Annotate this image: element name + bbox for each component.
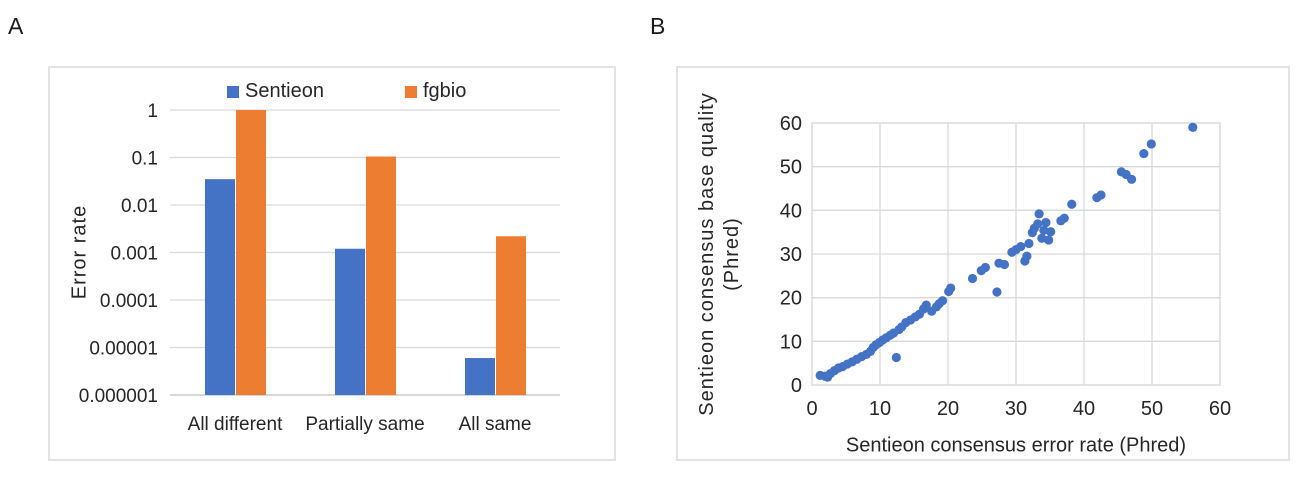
bar-fgbio [496, 236, 526, 395]
y-axis-title-base-quality: Sentieon consensus base quality (Phred) [695, 92, 745, 415]
scatter-point [1139, 148, 1149, 159]
y-tick-label: 60 [780, 113, 802, 135]
y-tick-label: 0.001 [110, 244, 158, 265]
bar-fgbio [366, 156, 396, 395]
scatter-point [1188, 122, 1198, 132]
scatter-point [937, 296, 948, 306]
x-tick-label: 60 [1209, 398, 1231, 420]
bar-fgbio [236, 110, 266, 395]
scatter-point [1024, 238, 1034, 249]
y-tick-label: 1 [147, 101, 158, 122]
scatter-point [1022, 251, 1032, 261]
scatter-chart-canvas: 0 10 20 30 40 50 60 0 10 20 30 40 50 60 [780, 113, 1231, 420]
x-tick-label: 0 [806, 398, 817, 420]
scatter-point [1046, 227, 1056, 237]
scatter-point [999, 259, 1010, 270]
category-label: Partially same [305, 414, 424, 435]
y-tick-label: 0.1 [132, 149, 158, 170]
x-tick-label: 50 [1141, 398, 1163, 420]
panel-b-letter: B [650, 13, 666, 39]
bar-sentieon [465, 358, 495, 395]
scatter-point [1096, 190, 1106, 200]
scatter-point [980, 262, 990, 273]
y-tick-label: 0.01 [121, 196, 158, 217]
scatter-point [921, 300, 931, 310]
x-tick-label: 10 [869, 398, 891, 420]
scatter-point [1127, 174, 1137, 184]
bar-sentieon [335, 248, 365, 395]
panel-a-bar-chart: 1 0.1 0.01 0.001 0.0001 0.00001 0.000001 All di… [48, 66, 616, 461]
scatter-point [1016, 241, 1026, 252]
scatter-point [1033, 219, 1043, 229]
panel-a-letter: A [8, 13, 24, 39]
scatter-point [1039, 225, 1049, 236]
y-tick-label: 30 [780, 244, 802, 266]
bar-chart-canvas: 1 0.1 0.01 0.001 0.0001 0.00001 0.000001 All di… [79, 101, 560, 435]
scatter-point [992, 287, 1002, 297]
scatter-point [1059, 213, 1069, 223]
x-tick-label: 30 [1005, 398, 1027, 420]
y-tick-label: 0 [791, 375, 802, 397]
y-tick-label: 0.0001 [100, 291, 158, 312]
y-tick-label: 40 [780, 200, 802, 222]
legend-label-sentieon: Sentieon [245, 80, 324, 102]
bar-sentieon [205, 179, 235, 395]
x-tick-label: 20 [937, 398, 959, 420]
category-label: All different [188, 414, 283, 435]
y-axis-title-error-rate: Error rate [68, 204, 91, 300]
scatter-point [1146, 139, 1156, 149]
sentieon-swatch-icon [227, 85, 239, 98]
y-tick-label: 0.000001 [79, 386, 158, 407]
y-axis-title-line1: Sentieon consensus base quality [696, 92, 718, 416]
category-label: All same [459, 414, 532, 435]
scatter-point [1041, 217, 1051, 228]
plot-border [811, 122, 1221, 386]
legend-item-fgbio: fgbio [405, 80, 466, 103]
scatter-point [967, 273, 978, 284]
y-tick-label: 0.00001 [89, 339, 158, 360]
scatter-point [1044, 235, 1054, 245]
x-tick-label: 40 [1073, 398, 1095, 420]
fgbio-swatch-icon [405, 85, 417, 98]
scatter-point [891, 352, 901, 363]
y-tick-label: 10 [780, 331, 802, 353]
legend-label-fgbio: fgbio [423, 80, 467, 102]
panel-b-scatter-chart: 0 10 20 30 40 50 60 0 10 20 30 40 50 60 Sentieon cons… [676, 66, 1290, 461]
legend-item-sentieon: Sentieon [227, 80, 324, 103]
scatter-point [946, 283, 956, 293]
x-axis-title-error-rate: Sentieon consensus error rate (Phred) [845, 434, 1187, 457]
scatter-point [1067, 199, 1077, 209]
y-tick-label: 50 [780, 157, 802, 179]
scatter-point [1034, 209, 1044, 219]
y-axis-title-line2: (Phred) [721, 217, 743, 291]
y-tick-label: 20 [780, 288, 802, 310]
